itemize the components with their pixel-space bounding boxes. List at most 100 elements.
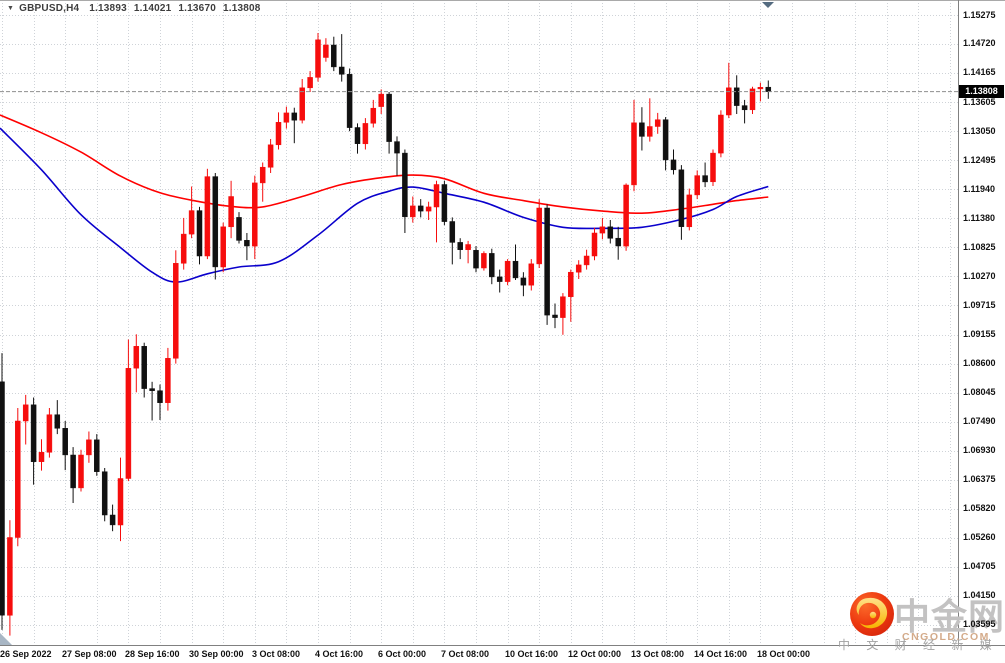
- candle: [394, 136, 400, 176]
- candle: [15, 408, 21, 547]
- candle: [615, 226, 621, 260]
- candle: [331, 36, 337, 72]
- candle: [38, 439, 45, 471]
- candle: [741, 99, 748, 124]
- candle: [654, 112, 661, 134]
- candle: [149, 381, 155, 421]
- watermark-tagline: 中 文 财 经 新 媒 体: [838, 637, 1005, 652]
- candle: [544, 204, 550, 325]
- logo-swirl-icon: [856, 597, 888, 629]
- candle: [410, 196, 416, 223]
- candle: [568, 269, 574, 322]
- candle: [496, 269, 503, 293]
- candle: [62, 421, 68, 471]
- candle: [370, 99, 377, 128]
- candle: [504, 259, 511, 286]
- candle: [749, 86, 756, 114]
- candle: [46, 408, 53, 458]
- candle: [180, 217, 187, 270]
- candle: [591, 227, 598, 261]
- candle: [631, 99, 637, 192]
- candle: [30, 397, 37, 485]
- candle: [425, 201, 432, 220]
- candle: [670, 149, 677, 175]
- candle: [354, 123, 361, 154]
- candle: [686, 188, 693, 231]
- candle: [212, 173, 219, 280]
- candle: [433, 180, 440, 243]
- candle: [323, 38, 329, 62]
- candle: [520, 272, 527, 297]
- candle: [726, 62, 732, 119]
- candle: [536, 199, 542, 268]
- candle: [386, 92, 392, 154]
- candle: [0, 353, 5, 630]
- candle: [662, 117, 669, 171]
- candle: [54, 400, 61, 435]
- candle: [196, 206, 203, 265]
- candle: [481, 251, 487, 271]
- candle: [299, 79, 305, 124]
- ma-slow-blue-line: [0, 127, 769, 283]
- candle: [733, 75, 740, 114]
- candle: [94, 434, 100, 476]
- candle: [86, 431, 92, 463]
- candle: [141, 342, 147, 398]
- candle: [378, 89, 384, 114]
- candle: [244, 233, 250, 261]
- candle: [718, 110, 724, 158]
- candle: [607, 220, 614, 244]
- candle: [228, 180, 234, 239]
- candle: [457, 238, 463, 260]
- scroll-corner-wedge-icon: [0, 633, 12, 645]
- candle: [236, 212, 242, 244]
- candle: [639, 107, 645, 151]
- watermark-brand: 中金网: [894, 596, 1005, 637]
- candle: [259, 162, 266, 202]
- candle: [283, 106, 290, 129]
- candle: [441, 180, 448, 226]
- candle: [117, 457, 124, 542]
- candle: [583, 249, 590, 270]
- candle: [291, 107, 298, 144]
- candle: [267, 139, 274, 173]
- candle: [552, 303, 558, 329]
- candle: [125, 339, 132, 482]
- candle: [173, 250, 179, 364]
- candle: [275, 112, 282, 150]
- candle: [489, 248, 495, 285]
- candle: [338, 34, 345, 82]
- candle: [710, 149, 716, 186]
- candle: [133, 334, 140, 393]
- candle: [165, 347, 171, 411]
- candle: [157, 384, 163, 420]
- candle: [315, 33, 321, 82]
- candle: [465, 240, 471, 264]
- autoscroll-marker-icon[interactable]: [762, 2, 774, 8]
- ma-fast-red-line: [0, 114, 769, 215]
- candle: [70, 447, 76, 503]
- candle: [220, 222, 226, 273]
- candle: [575, 260, 582, 279]
- candle: [765, 80, 772, 99]
- candle: [417, 199, 424, 218]
- candle: [346, 68, 353, 132]
- candle: [252, 175, 258, 260]
- candle: [702, 162, 708, 188]
- candle: [694, 170, 700, 200]
- candle: [402, 149, 408, 233]
- candle: [188, 186, 195, 239]
- candle: [307, 71, 313, 92]
- candle: [7, 520, 13, 636]
- candle: [449, 217, 456, 265]
- candle: [528, 259, 535, 291]
- candle: [757, 82, 764, 102]
- candle: [512, 244, 519, 280]
- watermark-site: CNGOLD.COM: [902, 631, 990, 643]
- candle: [78, 449, 84, 492]
- candle: [204, 168, 211, 260]
- candle: [623, 183, 629, 251]
- grid: [0, 0, 958, 645]
